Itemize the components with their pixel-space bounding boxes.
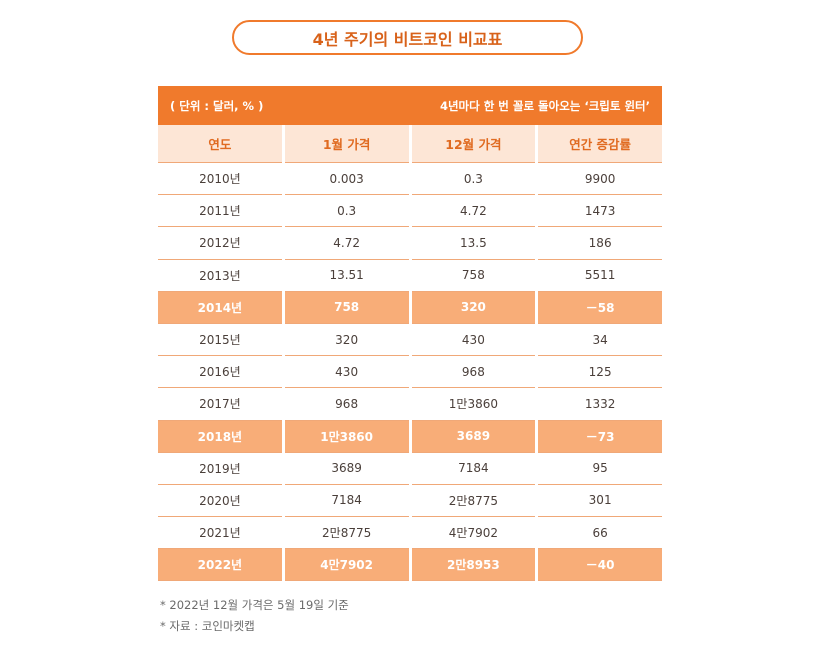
- jan-price-cell: 7184: [284, 485, 409, 518]
- annual-change-cell: 1332: [538, 388, 662, 421]
- annual-change-cell: 34: [538, 324, 662, 357]
- jan-price-cell: 3689: [284, 453, 409, 485]
- column-header-jan-price: 1월 가격: [284, 125, 409, 163]
- jan-price-cell: 4만7902: [284, 549, 409, 582]
- table-row: 2020년 7184 2만8775 301: [158, 485, 662, 518]
- year-cell: 2020년: [158, 485, 282, 518]
- table-title-text: 4년 주기의 비트코인 비교표: [312, 29, 503, 49]
- annual-change-cell: 95: [538, 453, 662, 485]
- table-row: 2016년 430 968 125: [158, 356, 662, 389]
- jan-price-cell: 320: [284, 324, 409, 357]
- year-cell: 2019년: [158, 453, 282, 485]
- table-row: 2018년 1만3860 3689 －73: [158, 420, 662, 453]
- year-cell: 2021년: [158, 517, 282, 550]
- jan-price-cell: 0.003: [284, 163, 409, 196]
- jan-price-cell: 430: [284, 356, 409, 389]
- dec-price-cell: 1만3860: [411, 388, 536, 421]
- annual-change-cell: 1473: [538, 195, 662, 228]
- year-cell: 2013년: [158, 260, 282, 292]
- jan-price-cell: 2만8775: [284, 517, 409, 550]
- table-row: 2019년 3689 7184 95: [158, 453, 662, 485]
- unit-label: ( 단위 : 달러, % ): [170, 98, 264, 113]
- dec-price-cell: 0.3: [411, 163, 536, 196]
- table-row: 2013년 13.51 758 5511: [158, 260, 662, 292]
- annual-change-cell: －73: [538, 420, 662, 453]
- dec-price-cell: 3689: [411, 420, 536, 453]
- year-cell: 2018년: [158, 420, 282, 453]
- year-cell: 2016년: [158, 356, 282, 389]
- annual-change-cell: 66: [538, 517, 662, 550]
- jan-price-cell: 4.72: [284, 227, 409, 260]
- table-row: 2011년 0.3 4.72 1473: [158, 195, 662, 228]
- table-row: 2022년 4만7902 2만8953 －40: [158, 549, 662, 582]
- table-subtitle: 4년마다 한 번 꼴로 돌아오는 ‘크립토 윈터’: [439, 98, 650, 113]
- dec-price-cell: 2만8775: [411, 485, 536, 518]
- table-title: 4년 주기의 비트코인 비교표: [232, 20, 583, 55]
- annual-change-cell: 9900: [538, 163, 662, 196]
- year-cell: 2012년: [158, 227, 282, 260]
- dec-price-cell: 968: [411, 356, 536, 389]
- dec-price-cell: 2만8953: [411, 549, 536, 582]
- column-header-row: 연도 1월 가격 12월 가격 연간 증감률: [158, 125, 662, 163]
- annual-change-cell: 186: [538, 227, 662, 260]
- column-header-dec-price: 12월 가격: [411, 125, 536, 163]
- dec-price-cell: 758: [411, 260, 536, 292]
- jan-price-cell: 1만3860: [284, 420, 409, 453]
- footnote-price-basis: * 2022년 12월 가격은 5월 19일 기준: [160, 598, 349, 612]
- jan-price-cell: 758: [284, 291, 409, 324]
- annual-change-cell: 5511: [538, 260, 662, 292]
- table-row: 2017년 968 1만3860 1332: [158, 388, 662, 421]
- footnotes: * 2022년 12월 가격은 5월 19일 기준 * 자료 : 코인마켓캡: [160, 595, 349, 637]
- jan-price-cell: 968: [284, 388, 409, 421]
- annual-change-cell: －40: [538, 549, 662, 582]
- table-header-bar: ( 단위 : 달러, % ) 4년마다 한 번 꼴로 돌아오는 ‘크립토 윈터’: [158, 86, 662, 125]
- jan-price-cell: 0.3: [284, 195, 409, 228]
- table-row: 2015년 320 430 34: [158, 324, 662, 357]
- column-header-annual-change: 연간 증감률: [538, 125, 662, 163]
- column-header-year: 연도: [158, 125, 282, 163]
- table-row: 2012년 4.72 13.5 186: [158, 227, 662, 260]
- dec-price-cell: 4.72: [411, 195, 536, 228]
- dec-price-cell: 430: [411, 324, 536, 357]
- table-row: 2021년 2만8775 4만7902 66: [158, 517, 662, 550]
- year-cell: 2022년: [158, 549, 282, 582]
- annual-change-cell: 125: [538, 356, 662, 389]
- annual-change-cell: －58: [538, 291, 662, 324]
- year-cell: 2017년: [158, 388, 282, 421]
- table-row: 2014년 758 320 －58: [158, 291, 662, 324]
- dec-price-cell: 13.5: [411, 227, 536, 260]
- annual-change-cell: 301: [538, 485, 662, 518]
- bitcoin-price-table: 연도 1월 가격 12월 가격 연간 증감률 2010년 0.003 0.3 9900…: [158, 125, 662, 582]
- dec-price-cell: 7184: [411, 453, 536, 485]
- footnote-source: * 자료 : 코인마켓캡: [160, 619, 255, 633]
- jan-price-cell: 13.51: [284, 260, 409, 292]
- year-cell: 2014년: [158, 291, 282, 324]
- table-row: 2010년 0.003 0.3 9900: [158, 163, 662, 196]
- dec-price-cell: 4만7902: [411, 517, 536, 550]
- year-cell: 2015년: [158, 324, 282, 357]
- year-cell: 2010년: [158, 163, 282, 196]
- dec-price-cell: 320: [411, 291, 536, 324]
- year-cell: 2011년: [158, 195, 282, 228]
